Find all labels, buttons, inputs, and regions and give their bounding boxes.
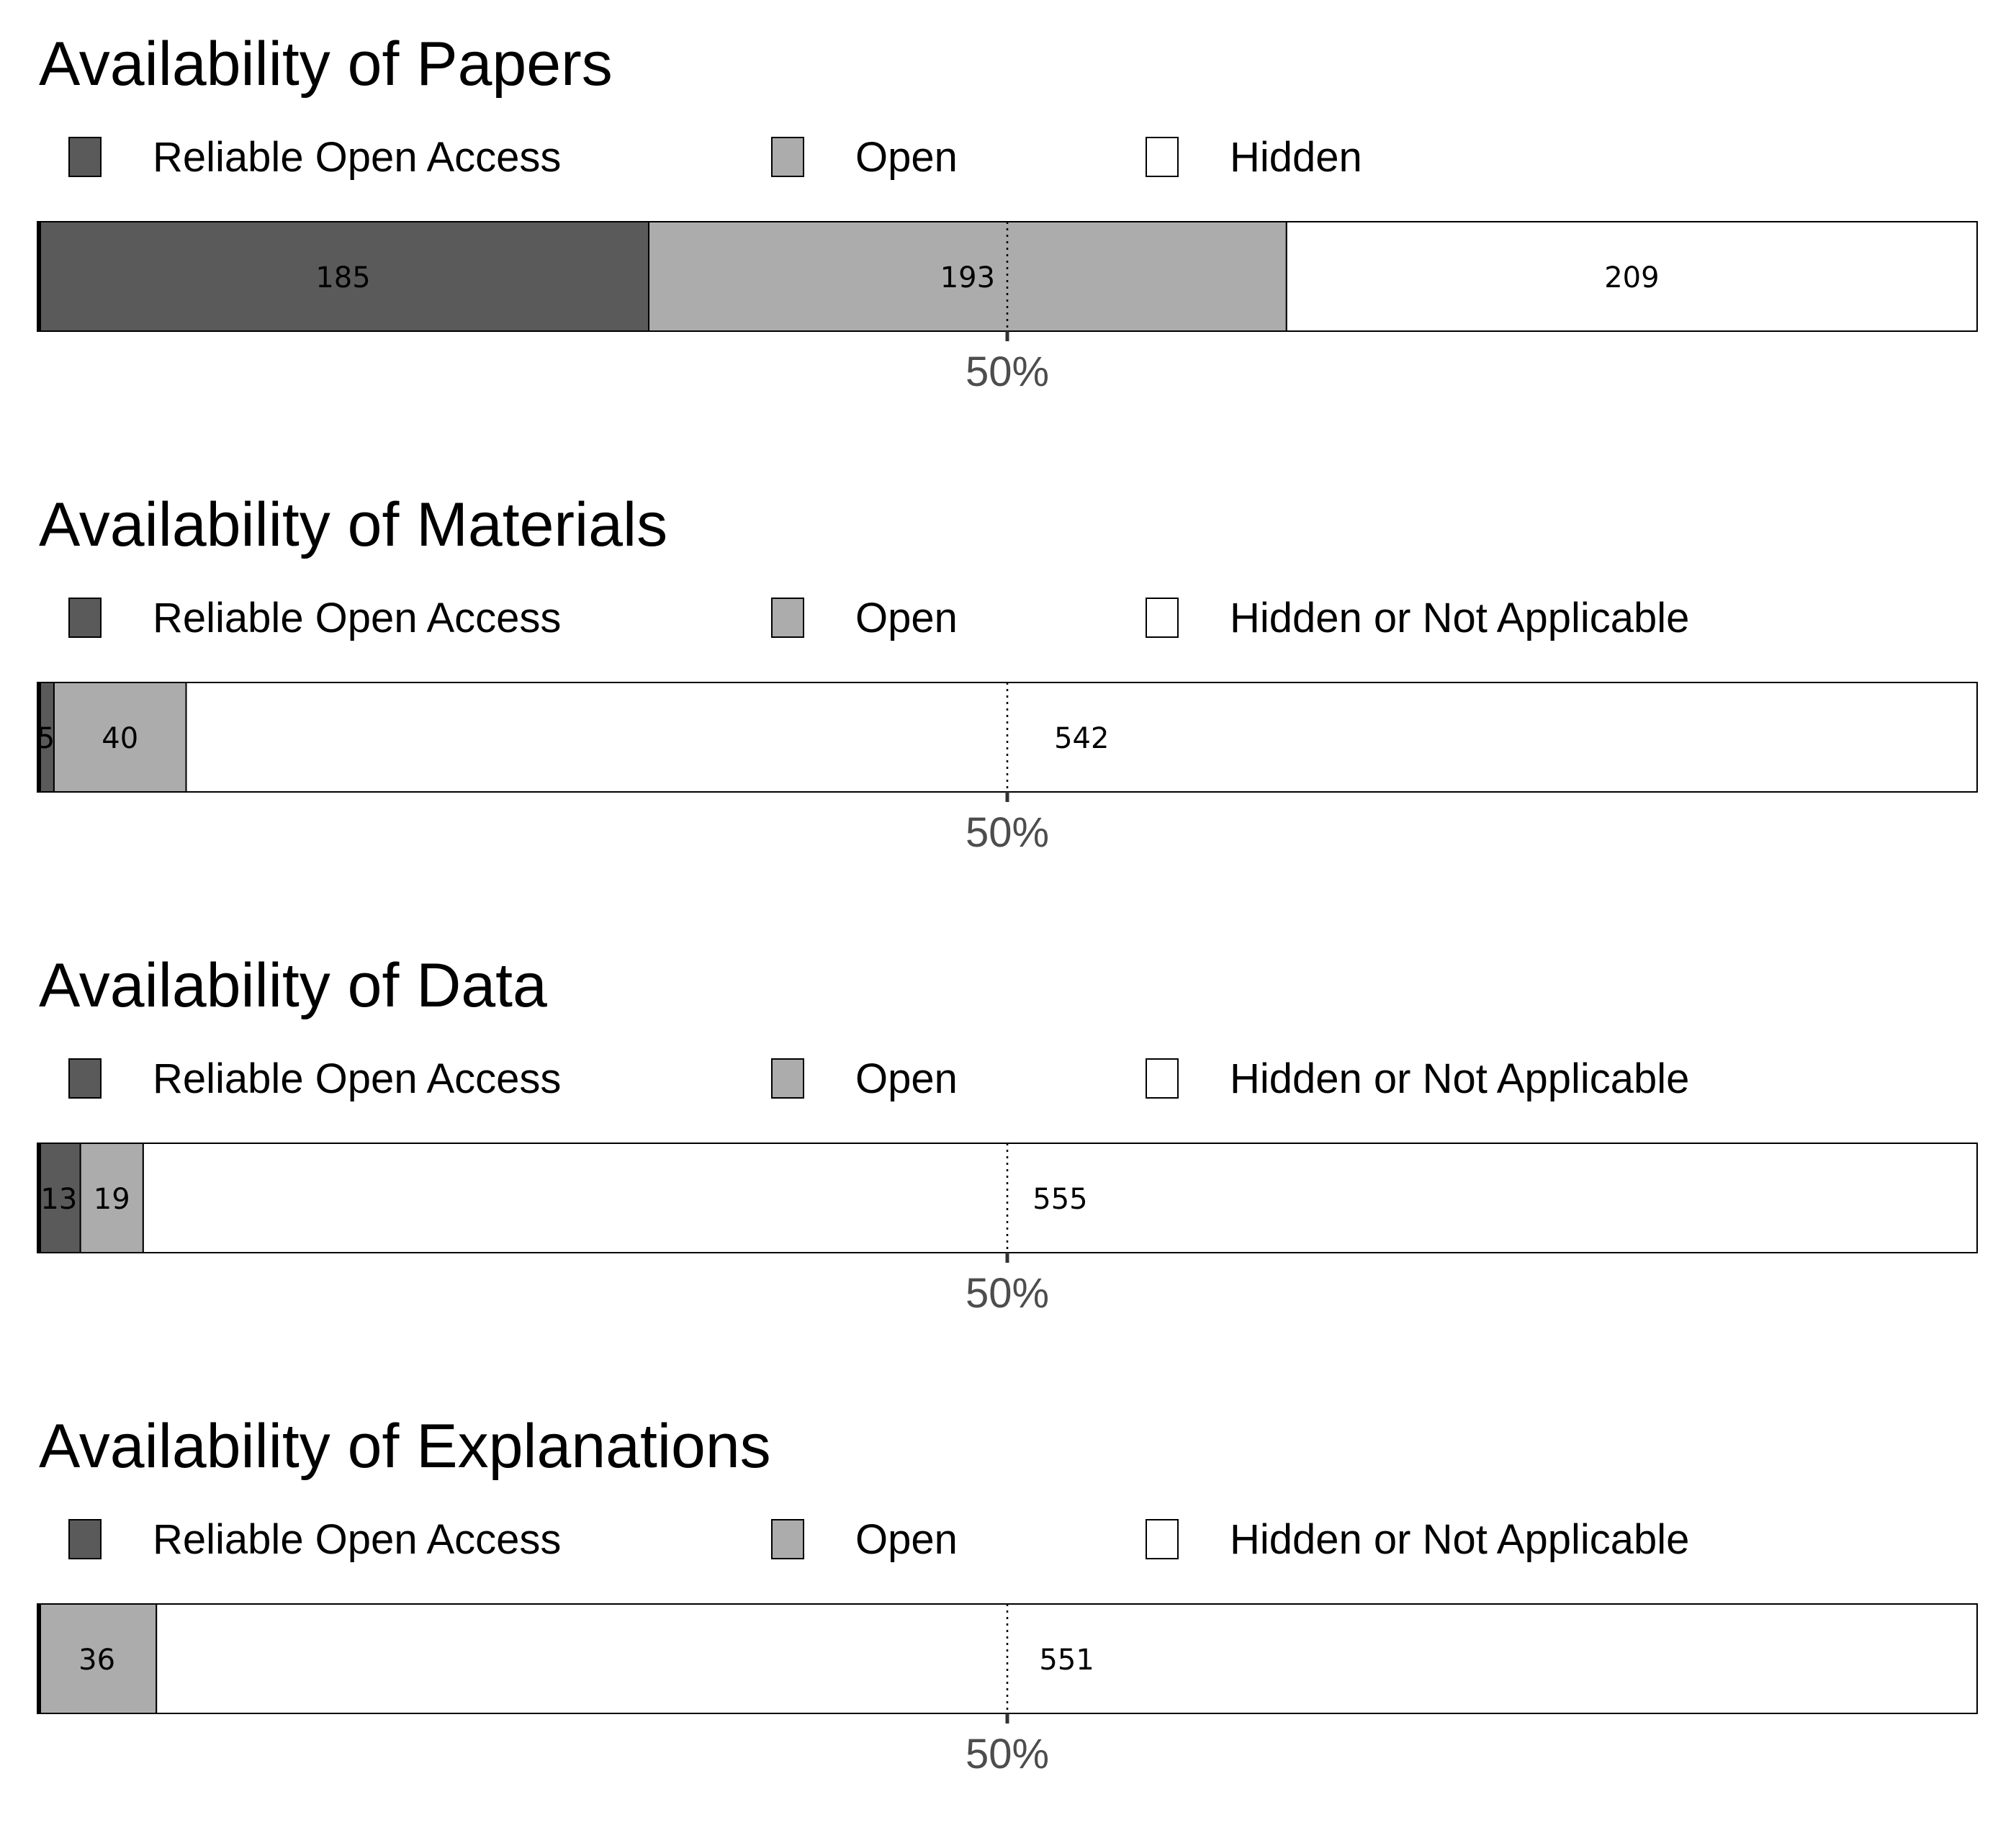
axis-tick-label-50: 50% bbox=[966, 1270, 1049, 1317]
legend-swatch bbox=[771, 598, 804, 638]
axis-tick-label-50: 50% bbox=[966, 348, 1049, 395]
legend-swatch bbox=[1146, 1519, 1179, 1559]
bar-value-label: 185 bbox=[315, 261, 370, 294]
axis-tick-label-50: 50% bbox=[966, 1731, 1049, 1777]
legend-label: Open bbox=[855, 134, 958, 181]
legend-label: Reliable Open Access bbox=[153, 595, 561, 641]
legend-label: Reliable Open Access bbox=[153, 134, 561, 181]
bar-value-label: 555 bbox=[1032, 1183, 1087, 1216]
chart-panel: Availability of Explanations Reliable Ope… bbox=[0, 1382, 2016, 1843]
legend-label: Hidden or Not Applicable bbox=[1230, 1055, 1689, 1102]
legend-swatch bbox=[68, 1519, 102, 1559]
chart-title: Availability of Data bbox=[39, 951, 547, 1020]
bar-segment bbox=[53, 682, 187, 793]
chart-svg: Availability of Materials Reliable Open A… bbox=[37, 490, 1979, 856]
legend-label: Hidden or Not Applicable bbox=[1230, 1516, 1689, 1563]
bar-value-label: 40 bbox=[102, 722, 138, 755]
bar-value-label: 542 bbox=[1054, 722, 1109, 755]
legend-label: Reliable Open Access bbox=[153, 1055, 561, 1102]
bar-segment bbox=[156, 1603, 1979, 1714]
bar-segment bbox=[37, 221, 650, 332]
bar-value-label: 209 bbox=[1604, 261, 1659, 294]
legend-label: Open bbox=[855, 1516, 958, 1563]
legend-label: Hidden bbox=[1230, 134, 1362, 181]
legend-swatch bbox=[771, 1058, 804, 1099]
legend-swatch bbox=[1146, 137, 1179, 177]
chart-svg: Availability of Papers Reliable Open Acce… bbox=[37, 30, 1978, 395]
legend-swatch bbox=[1146, 598, 1179, 638]
legend-swatch bbox=[68, 598, 102, 638]
bar-value-label: 551 bbox=[1039, 1644, 1094, 1677]
legend-swatch bbox=[68, 1058, 102, 1099]
legend-label: Reliable Open Access bbox=[153, 1516, 561, 1563]
chart-svg: Availability of Data Reliable Open Access… bbox=[37, 951, 1978, 1317]
bar-segment bbox=[185, 682, 1979, 793]
bar-segment bbox=[648, 221, 1287, 332]
chart-title: Availability of Materials bbox=[39, 490, 667, 559]
legend-label: Open bbox=[855, 1055, 958, 1102]
chart-panel: Availability of Data Reliable Open Access… bbox=[0, 922, 2016, 1382]
legend-swatch bbox=[771, 1519, 804, 1559]
bar-segment bbox=[37, 1603, 158, 1714]
legend-swatch bbox=[68, 137, 102, 177]
chart-title: Availability of Explanations bbox=[39, 1412, 771, 1481]
bar-value-label: 13 bbox=[40, 1183, 77, 1216]
chart-title: Availability of Papers bbox=[39, 30, 613, 99]
axis-tick-label-50: 50% bbox=[966, 809, 1049, 856]
bar-segment bbox=[79, 1143, 144, 1253]
chart-panel: Availability of Materials Reliable Open A… bbox=[0, 461, 2016, 922]
chart-svg: Availability of Explanations Reliable Ope… bbox=[37, 1412, 1979, 1777]
bar-value-label: 193 bbox=[940, 261, 995, 294]
chart-panel: Availability of Papers Reliable Open Acce… bbox=[0, 0, 2016, 461]
legend-swatch bbox=[1146, 1058, 1179, 1099]
bar-segment bbox=[1285, 221, 1978, 332]
legend-label: Open bbox=[855, 595, 958, 641]
bar-value-label: 19 bbox=[94, 1183, 130, 1216]
bar-value-label: 36 bbox=[78, 1644, 115, 1677]
legend-label: Hidden or Not Applicable bbox=[1230, 595, 1689, 641]
bar-segment bbox=[142, 1143, 1978, 1253]
legend-swatch bbox=[771, 137, 804, 177]
